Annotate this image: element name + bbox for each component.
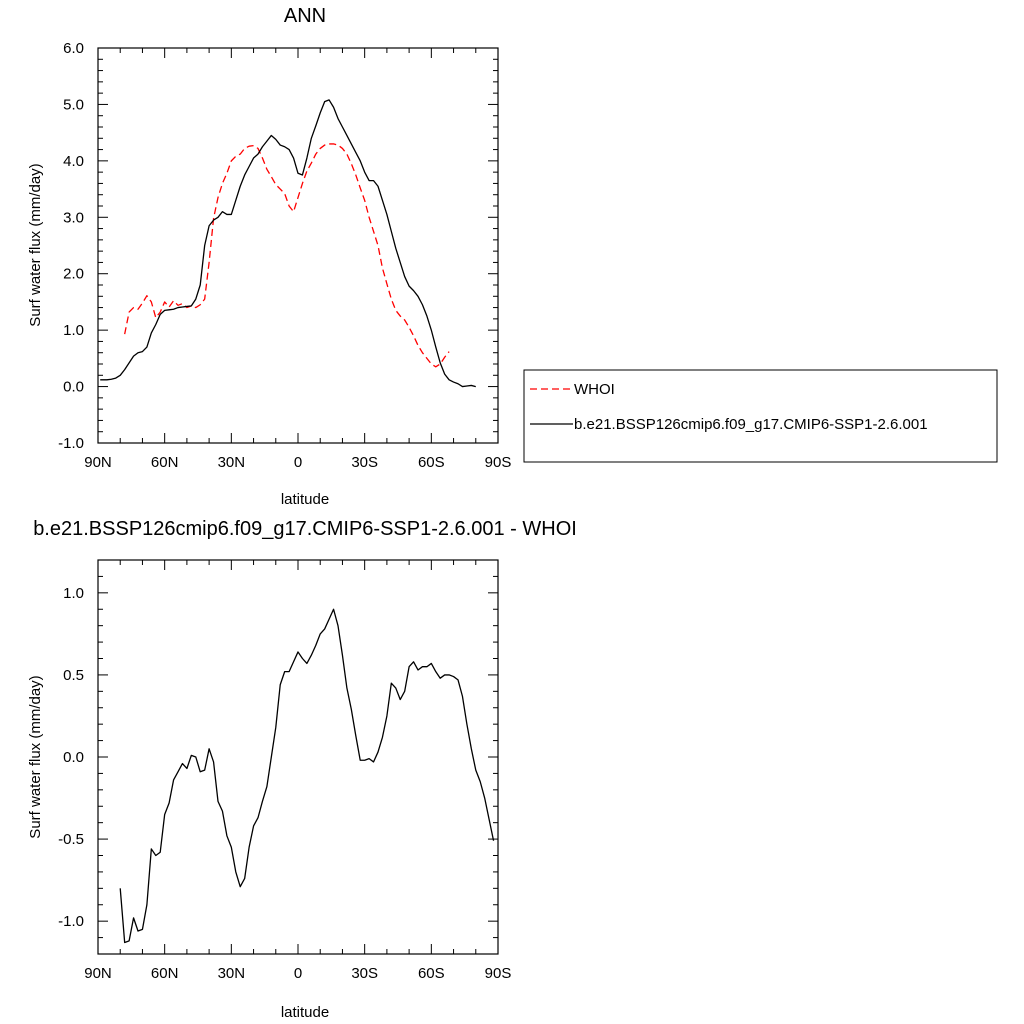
chart-bottom-x-axis-label: latitude xyxy=(281,1004,329,1021)
x-tick-label: 60S xyxy=(418,454,445,471)
x-tick-label: 30N xyxy=(218,965,246,982)
x-tick-label: 90S xyxy=(485,454,512,471)
chart-bottom-ticks xyxy=(97,559,499,955)
chart-top: ANN 90N 60N 30N 0 30S 60S 90S -1.0 0.0 1.0 2.0 3.0 4… xyxy=(27,5,998,508)
y-tick-label: 0.0 xyxy=(63,749,84,766)
legend-label-model: b.e21.BSSP126cmip6.f09_g17.CMIP6-SSP1-2.… xyxy=(574,416,928,433)
series-line-whoi xyxy=(124,143,450,368)
chart-top-title: ANN xyxy=(284,5,326,27)
y-tick-label: 2.0 xyxy=(63,266,84,283)
chart-bottom-plot-frame xyxy=(97,559,499,955)
series-line-b xyxy=(100,99,476,388)
chart-top-tick-labels: 90N 60N 30N 0 30S 60S 90S -1.0 0.0 1.0 2.0 3.0 4.0 5.… xyxy=(58,40,511,471)
y-tick-label: 4.0 xyxy=(63,153,84,170)
chart-bottom-y-axis-label: Surf water flux (mm/day) xyxy=(27,675,44,838)
chart-top-series xyxy=(100,99,476,388)
chart-top-ticks xyxy=(97,47,499,444)
chart-top-legend: WHOI b.e21.BSSP126cmip6.f09_g17.CMIP6-SS… xyxy=(523,369,998,463)
legend-box xyxy=(523,369,998,463)
chart-top-x-axis-label: latitude xyxy=(281,491,329,508)
x-tick-label: 90N xyxy=(84,454,112,471)
y-tick-label: 1.0 xyxy=(63,585,84,602)
chart-bottom: b.e21.BSSP126cmip6.f09_g17.CMIP6-SSP1-2.… xyxy=(27,518,577,1021)
y-tick-label: 3.0 xyxy=(63,209,84,226)
x-tick-label: 30S xyxy=(351,965,378,982)
y-tick-label: 0.0 xyxy=(63,379,84,396)
chart-bottom-series xyxy=(119,608,495,944)
x-tick-label: 60N xyxy=(151,454,179,471)
chart-bottom-title: b.e21.BSSP126cmip6.f09_g17.CMIP6-SSP1-2.… xyxy=(33,518,577,540)
y-tick-label: 5.0 xyxy=(63,96,84,113)
x-tick-label: 30N xyxy=(218,454,246,471)
y-tick-label: -1.0 xyxy=(58,435,84,452)
chart-bottom-tick-labels: 90N 60N 30N 0 30S 60S 90S -1.0 -0.5 0.0 0.5 1.0 xyxy=(58,585,511,982)
x-tick-label: 90S xyxy=(485,965,512,982)
x-tick-label: 0 xyxy=(294,965,302,982)
chart-top-plot-frame xyxy=(97,47,499,444)
y-tick-label: 6.0 xyxy=(63,40,84,57)
y-tick-label: -0.5 xyxy=(58,831,84,848)
y-tick-label: 1.0 xyxy=(63,322,84,339)
x-tick-label: 0 xyxy=(294,454,302,471)
series-line-difference xyxy=(119,608,495,944)
y-tick-label: -1.0 xyxy=(58,913,84,930)
chart-top-y-axis-label: Surf water flux (mm/day) xyxy=(27,163,44,326)
legend-label-whoi: WHOI xyxy=(574,381,615,398)
y-tick-label: 0.5 xyxy=(63,667,84,684)
x-tick-label: 60N xyxy=(151,965,179,982)
x-tick-label: 30S xyxy=(351,454,378,471)
x-tick-label: 60S xyxy=(418,965,445,982)
x-tick-label: 90N xyxy=(84,965,112,982)
